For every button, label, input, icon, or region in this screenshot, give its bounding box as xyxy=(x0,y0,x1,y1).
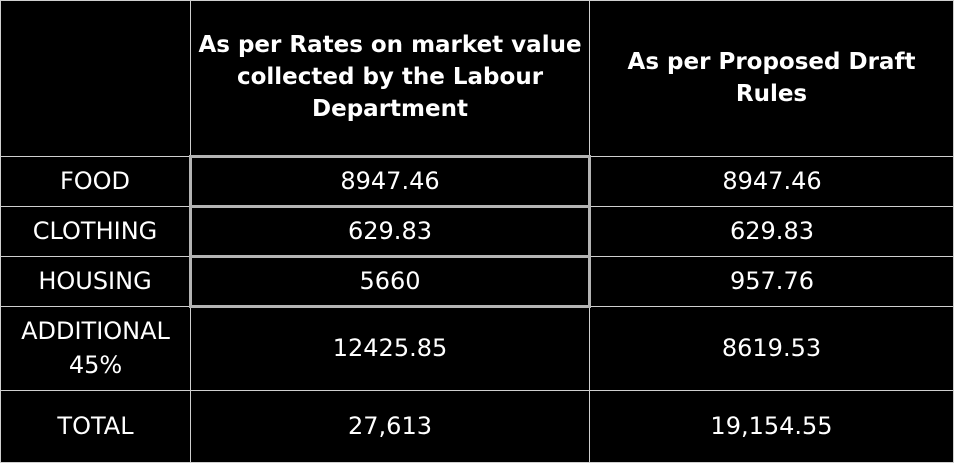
row-label-food: FOOD xyxy=(0,156,191,207)
table-row: ADDITIONAL 45% 12425.85 8619.53 xyxy=(0,306,954,391)
header-cell-draft-rules: As per Proposed Draft Rules xyxy=(589,0,954,157)
cell-additional-market: 12425.85 xyxy=(190,306,590,391)
cell-total-draft: 19,154.55 xyxy=(589,390,954,463)
table-row: TOTAL 27,613 19,154.55 xyxy=(0,390,954,463)
cell-total-market: 27,613 xyxy=(190,390,590,463)
cell-housing-draft: 957.76 xyxy=(589,256,954,307)
row-label-clothing: CLOTHING xyxy=(0,206,191,257)
header-cell-corner xyxy=(0,0,191,157)
table-row: FOOD 8947.46 8947.46 xyxy=(0,155,954,208)
cell-food-market: 8947.46 xyxy=(189,155,591,208)
header-row: As per Rates on market value collected b… xyxy=(0,0,954,157)
cell-housing-market: 5660 xyxy=(189,255,591,308)
table-row: HOUSING 5660 957.76 xyxy=(0,255,954,308)
cell-clothing-market: 629.83 xyxy=(189,205,591,258)
table-row: CLOTHING 629.83 629.83 xyxy=(0,205,954,258)
cell-clothing-draft: 629.83 xyxy=(589,206,954,257)
row-label-total: TOTAL xyxy=(0,390,191,463)
header-cell-market-rates: As per Rates on market value collected b… xyxy=(190,0,590,157)
cell-food-draft: 8947.46 xyxy=(589,156,954,207)
row-label-additional: ADDITIONAL 45% xyxy=(0,306,191,391)
row-label-housing: HOUSING xyxy=(0,256,191,307)
cell-additional-draft: 8619.53 xyxy=(589,306,954,391)
